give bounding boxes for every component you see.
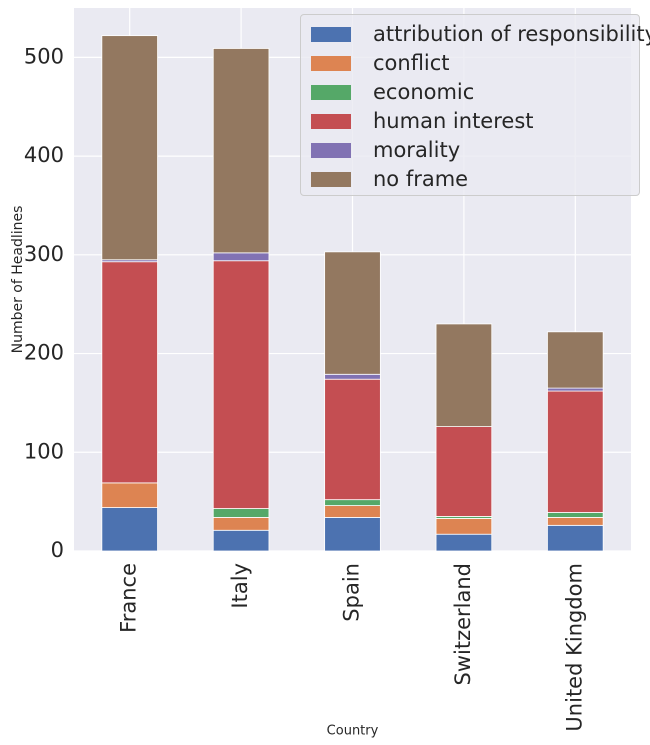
bar-segment-5-1: [212, 48, 270, 254]
x-tick-label: Italy: [228, 563, 252, 609]
bar-segment-4-4: [547, 387, 604, 392]
y-tick-label: 0: [51, 538, 64, 562]
legend-item: attribution of responsibility: [311, 20, 650, 48]
legend-item: economic: [311, 78, 474, 106]
bar-segment-3-4: [547, 390, 604, 513]
bar-segment-2-2: [324, 499, 381, 506]
x-tick-label: Switzerland: [451, 563, 475, 686]
bar-segment-1-0: [101, 482, 158, 508]
bar-segment-4-2: [324, 373, 381, 380]
bar-segment-5-0: [101, 35, 158, 261]
bar-segment-1-1: [212, 517, 270, 531]
bar-segment-1-2: [324, 505, 381, 518]
bars: [101, 35, 604, 552]
bar-segment-3-2: [324, 378, 381, 501]
legend-swatch: [311, 113, 351, 129]
y-tick-labels: 0 100 200 300 400 500: [24, 44, 64, 562]
legend-label: attribution of responsibility: [373, 22, 650, 46]
legend-swatch: [311, 84, 351, 100]
bar-segment-0-3: [435, 533, 493, 552]
x-axis-label: Country: [327, 724, 379, 739]
x-tick-labels: France Italy Spain Switzerland United Kingdo…: [117, 563, 587, 732]
legend-item: morality: [311, 136, 460, 164]
y-tick-label: 500: [24, 44, 64, 68]
bar-segment-0-4: [547, 524, 604, 552]
x-tick-label: France: [117, 563, 141, 633]
x-tick-label: United Kingdom: [562, 563, 586, 732]
bar-segment-1-3: [435, 518, 493, 535]
legend-item: no frame: [311, 165, 468, 193]
legend-label: morality: [373, 138, 461, 162]
legend-label: economic: [373, 80, 475, 104]
legend-label: conflict: [373, 51, 450, 75]
legend-swatch: [311, 171, 351, 187]
bar-segment-0-1: [212, 529, 270, 552]
bar-segment-4-1: [212, 252, 270, 262]
y-axis-label: Number of Headlines: [10, 206, 26, 354]
y-tick-label: 300: [24, 242, 64, 266]
legend-label: no frame: [373, 167, 469, 191]
bar-segment-5-2: [324, 251, 381, 375]
bar-segment-5-3: [435, 323, 493, 428]
legend-swatch: [311, 26, 351, 42]
y-tick-label: 200: [24, 341, 64, 365]
bar-segment-3-3: [435, 426, 493, 517]
x-tick-label: Spain: [340, 563, 364, 622]
bar-segment-0-2: [324, 517, 381, 552]
bar-segment-3-1: [212, 260, 270, 509]
legend-swatch: [311, 142, 351, 158]
legend-swatch: [311, 55, 351, 71]
bar-segment-2-4: [547, 512, 604, 518]
bar-segment-5-4: [547, 331, 604, 389]
bar-segment-3-0: [101, 261, 158, 484]
legend-label: human interest: [373, 109, 534, 133]
bar-segment-1-4: [547, 517, 604, 526]
legend-item: human interest: [311, 107, 534, 135]
bar-segment-0-0: [101, 507, 158, 552]
bar-segment-2-1: [212, 508, 270, 518]
y-tick-label: 100: [24, 439, 64, 463]
legend: attribution of responsibility conflict eco…: [300, 14, 650, 196]
legend-item: conflict: [311, 49, 450, 77]
y-tick-label: 400: [24, 143, 64, 167]
